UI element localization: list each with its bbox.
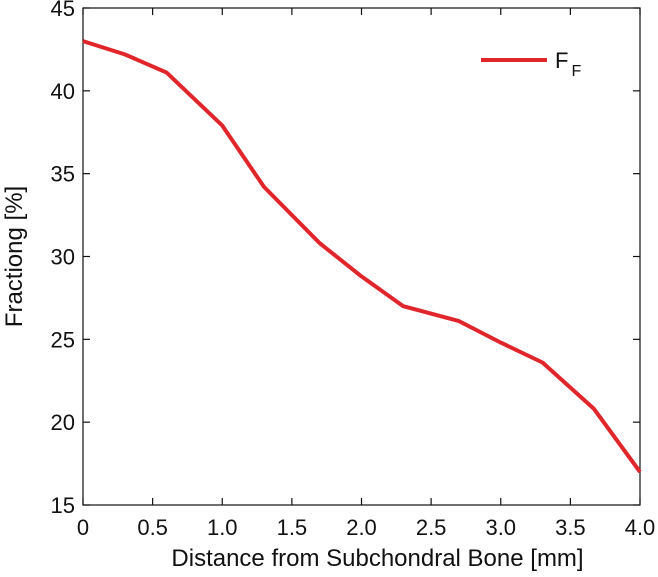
y-axis-label: Fractiong [%]: [1, 186, 28, 327]
x-tick-label: 1.5: [277, 515, 308, 540]
y-axis-ticks: 15 20 25 30 35 40 45: [51, 0, 640, 518]
y-tick-label: 20: [51, 410, 75, 435]
plot-area: [82, 7, 641, 506]
legend-label-subscript: F: [571, 63, 581, 80]
x-axis-label: Distance from Subchondral Bone [mm]: [171, 545, 583, 572]
x-tick-label: 3.0: [485, 515, 516, 540]
y-tick-label: 40: [51, 79, 75, 104]
x-tick-label: 1.0: [207, 515, 238, 540]
y-tick-label: 15: [51, 493, 75, 518]
x-tick-label: 2.0: [346, 515, 377, 540]
x-axis-ticks: 0 0.5 1.0 1.5 2.0 2.5 3.0 3.5 4.0: [77, 8, 655, 540]
x-tick-label: 3.5: [555, 515, 586, 540]
y-tick-label: 35: [51, 162, 75, 187]
legend-label-main: F: [555, 48, 568, 73]
y-tick-label: 25: [51, 327, 75, 352]
x-tick-label: 0.5: [137, 515, 168, 540]
series-layer: [82, 39, 642, 474]
series-line: [82, 39, 642, 474]
y-tick-label: 45: [51, 0, 75, 21]
x-tick-label: 2.5: [416, 515, 447, 540]
x-tick-label: 4.0: [625, 515, 656, 540]
x-tick-label: 0: [77, 515, 89, 540]
y-tick-label: 30: [51, 245, 75, 270]
